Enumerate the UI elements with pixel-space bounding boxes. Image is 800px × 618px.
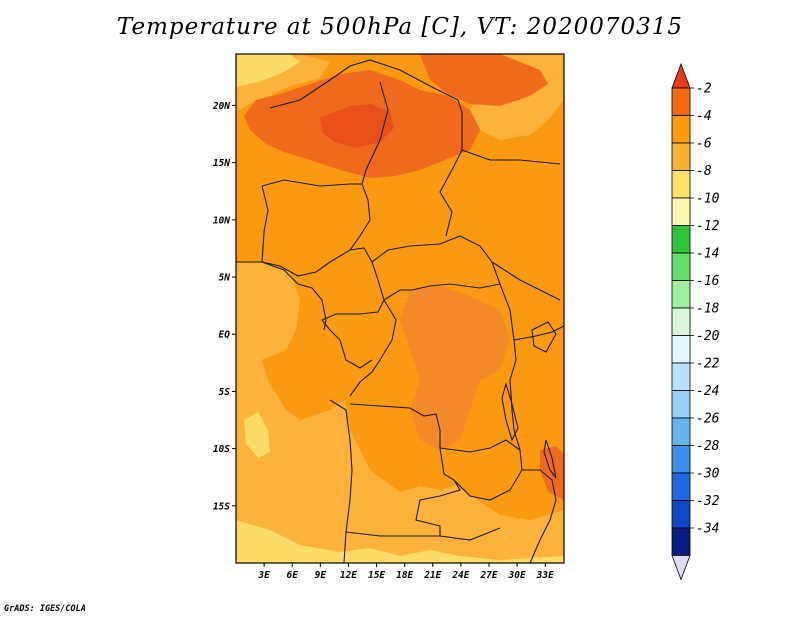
border-niger-chad: [361, 81, 389, 185]
colorbar-label: -34: [696, 522, 719, 537]
colorbar-box: [671, 390, 691, 419]
colorbar-bottom-triangle: [671, 555, 691, 581]
lon-tick-label: 12E: [340, 570, 357, 581]
border-coast-westafrica: [236, 261, 327, 331]
colorbar-label: -24: [696, 384, 719, 399]
lat-tick-label: 10S: [213, 444, 230, 455]
lon-tick-label: 18E: [396, 570, 413, 581]
colorbar-label: -8: [696, 164, 712, 179]
border-lake-malawi: [543, 439, 557, 479]
map-title: Temperature at 500hPa [C], VT: 202007031…: [116, 14, 684, 40]
colorbar-label: -2: [696, 82, 712, 97]
border-chad-sudan: [439, 112, 463, 237]
lon-tick-label: 3E: [257, 570, 270, 581]
lat-tick-label: 15N: [213, 158, 230, 169]
colorbar-box: [671, 142, 691, 171]
colorbar-box: [671, 500, 691, 529]
colorbar-label: -20: [696, 329, 720, 344]
colorbar-box: [671, 115, 691, 144]
colorbar-label: -10: [696, 192, 720, 207]
colorbar-box: [671, 472, 691, 501]
lon-tick-label: 6E: [287, 570, 299, 581]
border-car: [371, 235, 501, 285]
field-zone-warm-core: [320, 104, 394, 148]
colorbar-box: [671, 280, 691, 309]
lon-tick-label: 33E: [536, 570, 554, 581]
colorbar-label: -14: [696, 247, 719, 262]
colorbar-label: -26: [696, 412, 720, 427]
colorbar-box: [671, 335, 691, 364]
lon-tick-label: 21E: [423, 570, 441, 581]
lon-tick-label: 27E: [479, 570, 497, 581]
colorbar-label: -18: [696, 302, 720, 317]
field-zone-minus8-south: [236, 520, 564, 563]
border-car-congo: [383, 283, 501, 301]
border-congo-drc: [349, 299, 397, 397]
field-zone-minus2-northeast: [420, 54, 548, 106]
border-angola-north: [349, 403, 441, 448]
border-lake-tanganyika: [501, 382, 519, 442]
colorbar: -2 -4 -6 -8 -10 -12 -14 -16 -18 -20 -22 -24 -26 -28 -3…: [671, 62, 720, 581]
border-drc-east: [499, 283, 521, 451]
colorbar-label: -12: [696, 219, 720, 234]
colorbar-box: [671, 170, 691, 199]
field-zone-minus8-nw: [236, 54, 300, 88]
border-mozambique: [522, 469, 557, 563]
colorbar-box: [671, 417, 691, 446]
border-gabon: [321, 319, 373, 369]
lat-tick-label: 20N: [212, 101, 230, 112]
border-sudan-east: [461, 149, 561, 165]
border-sahara-north: [269, 59, 463, 113]
colorbar-label: -22: [696, 357, 720, 372]
border-east-africa: [513, 325, 564, 341]
border-angola-west-coast: [329, 399, 353, 563]
border-angola-east: [415, 447, 461, 536]
colorbar-box: [671, 197, 691, 226]
colorbar-box: [671, 527, 691, 556]
country-borders: [236, 59, 564, 563]
border-benin: [261, 185, 269, 263]
colorbar-label: -4: [696, 109, 712, 124]
border-namibia: [345, 527, 501, 541]
border-zambia: [439, 439, 523, 501]
lon-tick-label: 9E: [315, 570, 327, 581]
colorbar-box: [671, 252, 691, 281]
lat-tick-label: 5N: [219, 273, 231, 284]
colorbar-label: -28: [696, 439, 720, 454]
longitude-axis: 3E 6E 9E 12E 15E 18E 21E 24E 27E 30E 33E: [257, 563, 554, 581]
colorbar-box: [671, 362, 691, 391]
grads-credit: GrADS: IGES/COLA: [4, 604, 86, 614]
border-nigeria: [261, 179, 371, 277]
field-zone-minus6-southwest: [236, 262, 564, 563]
colorbar-label: -16: [696, 274, 720, 289]
colorbar-box: [671, 225, 691, 254]
colorbar-label: -6: [696, 137, 712, 152]
colorbar-box: [671, 307, 691, 336]
colorbar-label: -32: [696, 494, 720, 509]
lon-tick-label: 30E: [508, 570, 526, 581]
field-zone-minus2-congo: [400, 286, 510, 450]
colorbar-box: [671, 445, 691, 474]
lat-tick-label: 10N: [213, 215, 230, 226]
lat-tick-label: 5S: [219, 387, 231, 398]
colorbar-box: [671, 87, 691, 116]
lon-tick-label: 24E: [451, 570, 469, 581]
lat-tick-label: EQ: [219, 330, 231, 341]
lon-tick-label: 15E: [368, 570, 385, 581]
temperature-field: [236, 54, 564, 563]
colorbar-label: -30: [696, 467, 720, 482]
colorbar-top-triangle: [671, 62, 691, 89]
plot-frame: [235, 53, 565, 564]
border-lake-victoria: [531, 321, 557, 353]
field-zone-minus8-southwest: [244, 412, 270, 458]
lat-tick-label: 15S: [213, 501, 230, 512]
border-south-sudan: [491, 261, 561, 301]
latitude-axis: 20N 15N 10N 5N EQ 5S 10S 15S: [212, 101, 236, 512]
